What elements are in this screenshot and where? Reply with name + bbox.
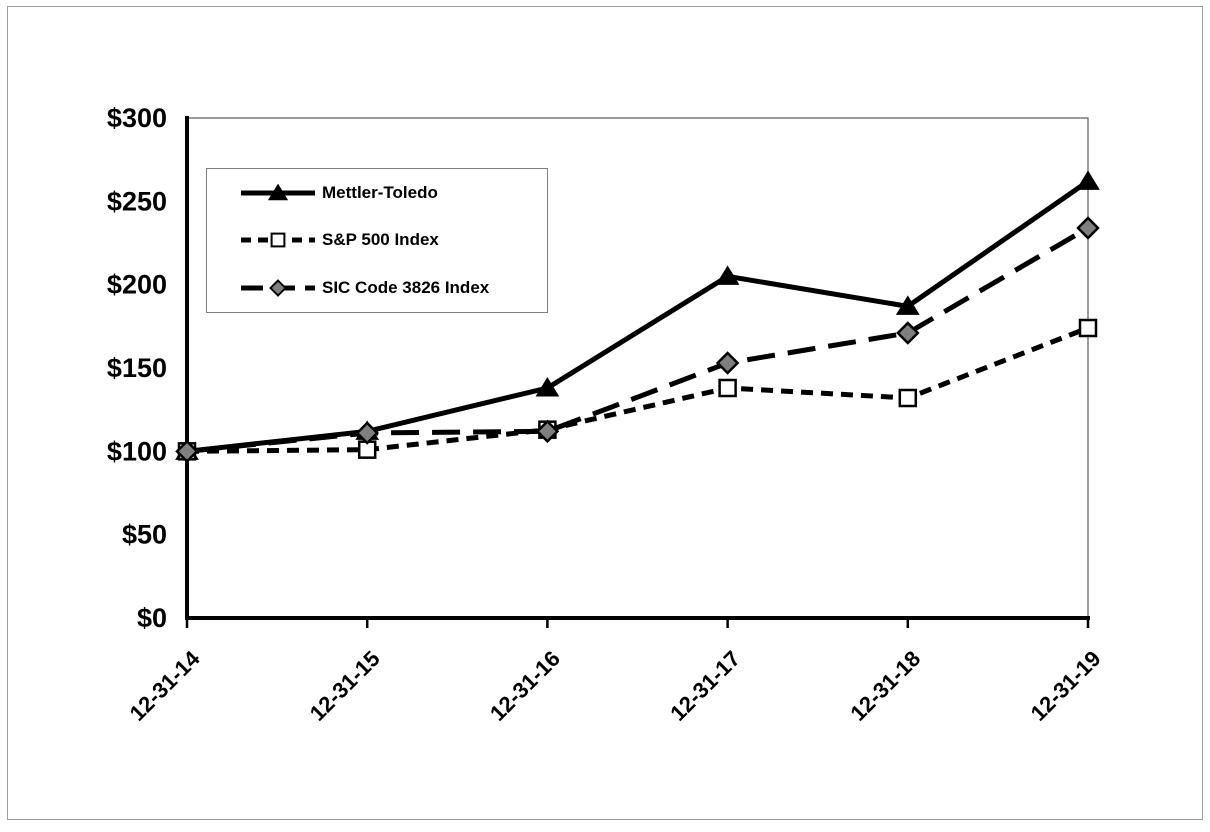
legend-item-sp500: S&P 500 Index (241, 229, 547, 251)
legend-marker-sic-code-3826-index (269, 279, 287, 297)
page-border-frame (7, 6, 1203, 820)
legend-label-sp500: S&P 500 Index (322, 230, 439, 250)
series-line-mettler-toledo (186, 179, 1090, 454)
x-tick-label-12-31-14: 12-31-14 (125, 645, 205, 725)
chart-legend: Mettler-Toledo S&P 500 Index SIC Code 38… (206, 168, 548, 313)
x-tick-label-12-31-17: 12-31-17 (665, 646, 745, 726)
marker-sic-code-3826-index-12-31-16 (535, 419, 560, 444)
marker-sic-code-3826-index-12-31-18 (896, 321, 920, 345)
marker-s-p-500-index-12-31-18 (898, 388, 918, 408)
x-tick-label-12-31-15: 12-31-15 (305, 646, 385, 726)
marker-sic-code-3826-index-12-31-19 (1076, 216, 1100, 240)
marker-mettler-toledo-12-31-19 (1076, 170, 1100, 190)
y-tick-label-50: $50 (122, 520, 167, 550)
y-tick-label-0: $0 (137, 603, 167, 633)
legend-marker-s-p-500-index (270, 233, 286, 248)
series-line-sic-code-3826-index (186, 225, 1090, 454)
legend-marker-group-s-p-500-index (270, 233, 286, 248)
legend-sample-line-mettler-toledo (241, 183, 315, 201)
marker-mettler-toledo-12-31-18 (895, 295, 920, 315)
x-tick-label-12-31-19: 12-31-19 (1026, 646, 1106, 726)
y-tick-label-250: $250 (107, 186, 167, 216)
marker-sic-code-3826-index-12-31-17 (715, 351, 740, 375)
marker-sic-code-3826-index-12-31-15 (355, 421, 379, 445)
legend-item-sic-code-3826: SIC Code 3826 Index (241, 277, 547, 299)
legend-label-sic-code-3826: SIC Code 3826 Index (322, 278, 490, 298)
x-tick-label-12-31-18: 12-31-18 (845, 646, 925, 726)
marker-mettler-toledo-12-31-17 (715, 265, 740, 285)
legend-marker-group-sic-code-3826-index (269, 279, 287, 297)
marker-mettler-toledo-12-31-16 (535, 377, 560, 397)
legend-sample-line-sic-code-3826 (241, 279, 315, 297)
legend-sample-line-sp500 (241, 233, 315, 248)
series-line-s-p-500-index (186, 325, 1089, 454)
legend-marker-mettler-toledo (267, 183, 289, 201)
y-tick-label-200: $200 (107, 270, 167, 300)
marker-s-p-500-index-12-31-19 (1078, 318, 1098, 338)
y-tick-label-300: $300 (107, 103, 167, 133)
series-sic-code-3826-index (175, 216, 1100, 464)
y-tick-label-150: $150 (107, 353, 167, 383)
marker-sic-code-3826-index-12-31-14 (175, 439, 199, 464)
x-tick-label-12-31-16: 12-31-16 (485, 646, 565, 726)
legend-label-mettler-toledo: Mettler-Toledo (322, 182, 438, 202)
legend-item-mettler-toledo: Mettler-Toledo (241, 182, 547, 204)
y-tick-label-100: $100 (107, 436, 167, 466)
marker-s-p-500-index-12-31-17 (718, 378, 737, 398)
legend-marker-group-mettler-toledo (267, 183, 289, 201)
